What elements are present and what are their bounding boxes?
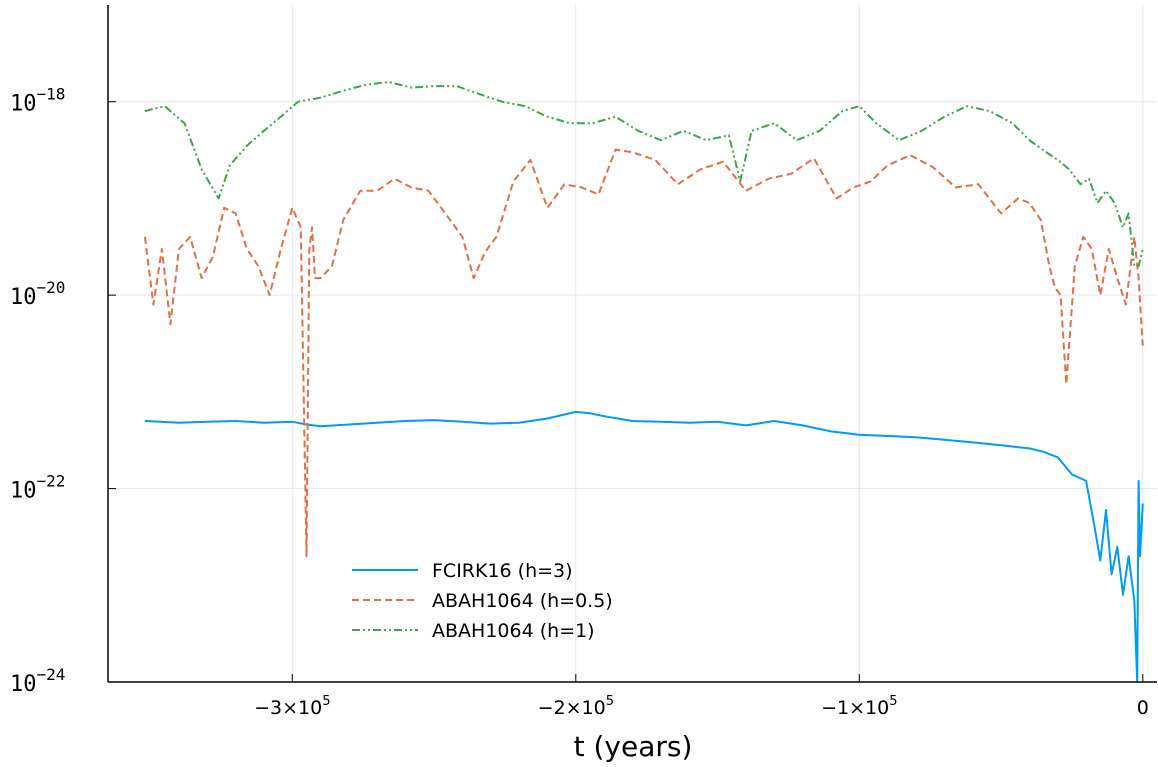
x-axis-label: t (years) <box>574 730 693 763</box>
legend: FCIRK16 (h=3) ABAH1064 (h=0.5) ABAH1064 (h… <box>352 560 613 642</box>
series-line-2 <box>143 148 1144 558</box>
x-tick-label: −3×105 <box>254 694 330 719</box>
y-tick-label: 10−24 <box>10 665 65 697</box>
series-line-3 <box>144 81 1144 267</box>
legend-label-3: ABAH1064 (h=1) <box>432 620 595 642</box>
y-tick-labels: 10−18 10−20 10−22 10−24 <box>10 85 65 697</box>
series-layer <box>143 81 1144 683</box>
grid <box>108 5 1157 683</box>
x-tick-label: −1×105 <box>821 694 897 719</box>
y-tick-label: 10−22 <box>10 472 65 504</box>
axes <box>107 5 1157 683</box>
x-tick-labels: −3×105 −2×105 −1×105 0 <box>254 694 1149 719</box>
y-tick-label: 10−18 <box>10 85 65 117</box>
x-tick-label: 0 <box>1137 697 1149 719</box>
series-line-1 <box>144 410 1144 683</box>
legend-label-2: ABAH1064 (h=0.5) <box>432 590 613 612</box>
x-tick-label: −2×105 <box>538 694 614 719</box>
y-tick-label: 10−20 <box>10 278 65 310</box>
legend-label-1: FCIRK16 (h=3) <box>432 560 573 582</box>
